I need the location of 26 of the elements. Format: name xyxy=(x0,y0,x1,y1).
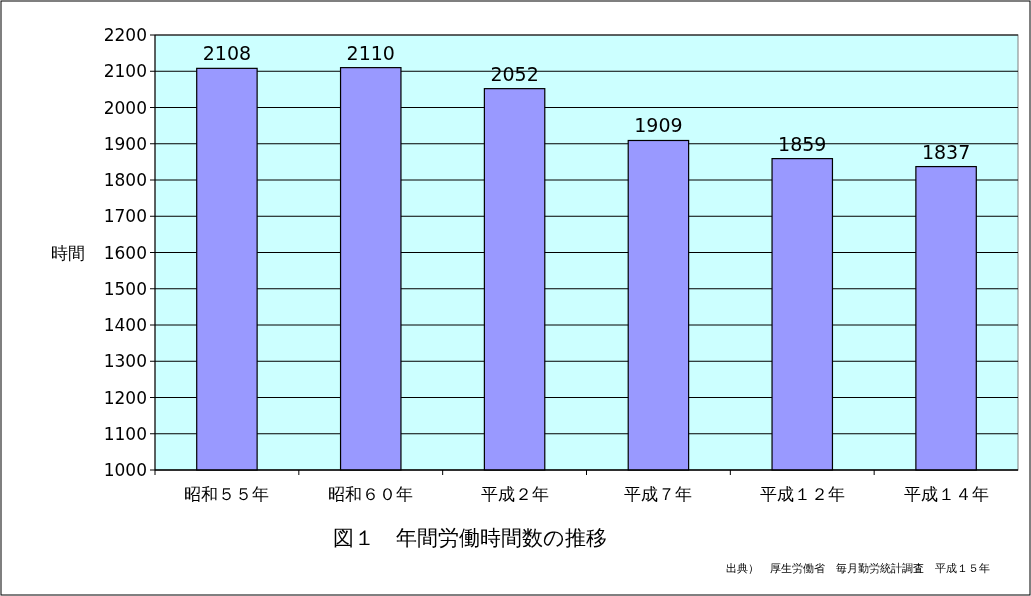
y-tick-label: 1400 xyxy=(103,315,147,335)
y-tick-label: 2000 xyxy=(103,97,147,118)
data-label: 2108 xyxy=(202,42,252,65)
text: 図１ 年間労働時間数の推移 xyxy=(333,526,607,550)
y-tick-label: 1800 xyxy=(103,170,147,190)
data-label: 1909 xyxy=(634,114,683,137)
data-label: 1837 xyxy=(921,140,971,163)
x-tick-label: 平成７年 xyxy=(624,484,693,504)
x-tick-label: 平成１２年 xyxy=(759,484,845,504)
y-tick-label: 2200 xyxy=(103,25,147,45)
x-tick-label: 平成２年 xyxy=(480,484,549,504)
y-tick-label: 1100 xyxy=(103,423,147,444)
y-tick-label: 1700 xyxy=(103,206,147,227)
x-tick-label: 昭和５５年 xyxy=(184,484,270,504)
x-tick-label: 平成１４年 xyxy=(903,484,989,504)
y-tick-label: 1600 xyxy=(103,242,147,263)
y-tick-label: 1200 xyxy=(103,387,147,408)
y-tick-label: 2100 xyxy=(103,61,147,82)
source-note: 出典） 厚生労働省 毎月勤労統計調査 平成１５年 xyxy=(726,562,990,575)
data-label: 2110 xyxy=(346,41,395,64)
y-axis-title: 時間 xyxy=(51,242,85,263)
y-tick-label: 1000 xyxy=(103,460,147,480)
x-tick-label: 昭和６０年 xyxy=(328,484,414,504)
y-tick-label: 1500 xyxy=(103,278,147,299)
y-tick-label: 1900 xyxy=(103,133,147,154)
y-tick-label: 1300 xyxy=(103,351,147,372)
